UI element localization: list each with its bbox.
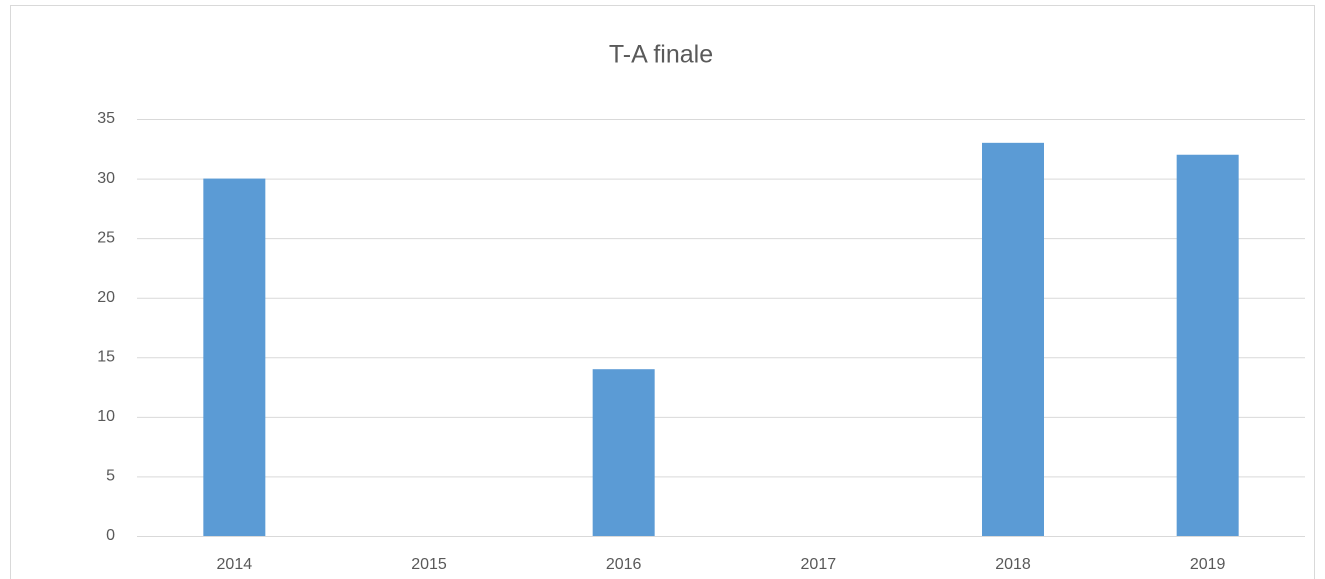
x-tick-label: 2017 xyxy=(801,556,837,573)
y-tick-label: 35 xyxy=(97,110,115,127)
y-tick-label: 25 xyxy=(97,229,115,246)
y-tick-label: 10 xyxy=(97,408,115,425)
x-tick-label: 2015 xyxy=(411,556,447,573)
x-tick-label: 2014 xyxy=(217,556,253,573)
bar xyxy=(203,178,266,537)
x-tick-label: 2018 xyxy=(995,556,1031,573)
y-tick-label: 15 xyxy=(97,349,115,366)
bar xyxy=(1176,154,1239,536)
chart-title: T-A finale xyxy=(609,41,713,69)
bar xyxy=(982,142,1044,537)
x-tick-label: 2016 xyxy=(606,556,642,573)
x-tick-label: 2019 xyxy=(1190,556,1226,573)
y-tick-label: 20 xyxy=(97,289,115,306)
y-tick-label: 30 xyxy=(97,170,115,187)
y-tick-label: 5 xyxy=(106,468,115,485)
y-tick-label: 0 xyxy=(106,527,115,544)
bar xyxy=(592,369,655,536)
